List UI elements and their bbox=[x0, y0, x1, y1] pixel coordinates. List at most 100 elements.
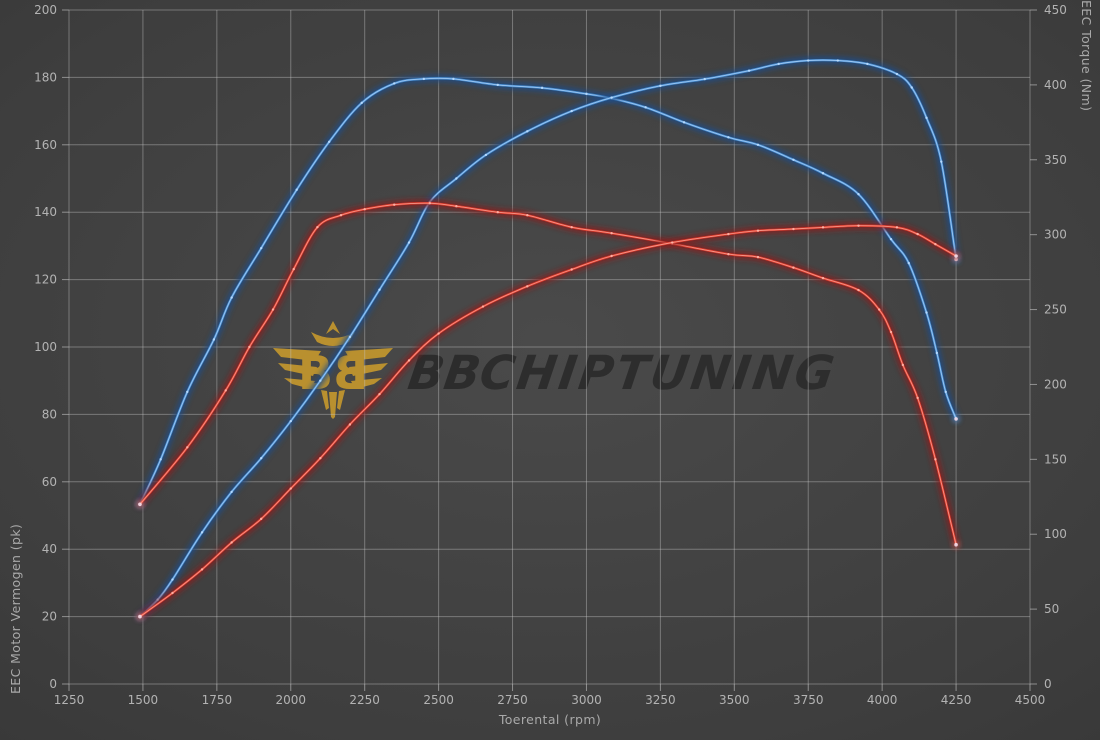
series-red-torque-point bbox=[455, 205, 458, 208]
series-blue-torque-line bbox=[138, 77, 958, 506]
series-blue-torque-point bbox=[756, 143, 760, 146]
series-red-power-point bbox=[260, 517, 263, 521]
y-left-tick-label: 200 bbox=[34, 3, 57, 17]
series-blue-power-point bbox=[484, 153, 488, 157]
series-blue-power-point bbox=[836, 59, 839, 62]
series-blue-power-point bbox=[378, 288, 381, 291]
series-red-torque-point bbox=[526, 213, 529, 217]
series-red-torque-point bbox=[363, 208, 366, 211]
series-blue-torque-point bbox=[585, 92, 588, 96]
series-red-torque-point bbox=[496, 211, 499, 214]
series-red-power-point bbox=[792, 227, 795, 231]
series-blue-power-point bbox=[171, 578, 174, 581]
series-red-power-point bbox=[348, 423, 352, 426]
y-left-tick-label: 120 bbox=[34, 273, 57, 287]
series-red-torque-point bbox=[248, 345, 251, 349]
series-blue-power-point bbox=[570, 109, 573, 113]
series-red-power-point bbox=[934, 243, 937, 246]
series-blue-torque-point bbox=[393, 82, 396, 85]
series-blue-torque-endpoint bbox=[954, 417, 958, 421]
series-blue-torque-point bbox=[496, 83, 499, 87]
x-tick-label: 2500 bbox=[423, 693, 454, 707]
series-blue-power-point bbox=[230, 490, 233, 494]
y-right-tick-label: 0 bbox=[1044, 677, 1052, 691]
series-blue-torque-point bbox=[422, 77, 426, 81]
y-left-tick-label: 40 bbox=[42, 542, 57, 556]
series-red-torque-point bbox=[934, 458, 937, 461]
series-blue-torque-point bbox=[727, 136, 730, 139]
series-red-power-point bbox=[570, 268, 573, 271]
series-blue-torque-point bbox=[212, 338, 216, 341]
series-blue-torque-point bbox=[260, 246, 263, 250]
series-blue-power-point bbox=[940, 160, 943, 163]
series-red-power-point bbox=[230, 541, 233, 544]
series-blue-power-point bbox=[289, 419, 292, 423]
series-red-torque-point bbox=[877, 308, 881, 311]
series-red-power-endpoint bbox=[138, 614, 142, 619]
series-red-torque-point bbox=[727, 252, 730, 256]
series-red-torque-point bbox=[889, 330, 893, 334]
series-red-power-point bbox=[610, 254, 613, 258]
series-red-power-point bbox=[526, 285, 529, 288]
series-blue-torque-point bbox=[925, 311, 928, 314]
series-red-torque-point bbox=[186, 446, 189, 449]
series-blue-torque-point bbox=[889, 237, 893, 241]
series-red-torque-point bbox=[393, 203, 396, 206]
series-blue-torque-halo bbox=[136, 74, 960, 509]
y-left-tick-label: 20 bbox=[42, 610, 57, 624]
series-blue-torque-point bbox=[907, 261, 910, 265]
x-tick-label: 3750 bbox=[793, 693, 824, 707]
series-blue-power-point bbox=[348, 335, 352, 339]
x-axis-title: Toerental (rpm) bbox=[498, 712, 602, 727]
series-blue-power-point bbox=[777, 62, 780, 66]
series-blue-power-point bbox=[526, 130, 529, 133]
series-red-power-point bbox=[200, 568, 204, 571]
series-blue-power-point bbox=[407, 241, 411, 244]
series-red-torque-point bbox=[271, 308, 275, 311]
series-red-power-point bbox=[407, 359, 411, 362]
series-red-torque-point bbox=[428, 202, 431, 205]
series-blue-torque-point bbox=[682, 121, 686, 124]
series-red-power-point bbox=[437, 332, 440, 335]
series-blue-torque-point bbox=[328, 140, 331, 144]
series-red-power-endpoint bbox=[954, 254, 958, 258]
series-blue-power-point bbox=[319, 379, 322, 382]
series-blue-power-point bbox=[200, 531, 204, 534]
series-red-torque-point bbox=[901, 363, 905, 367]
series-blue-power-point bbox=[895, 72, 899, 76]
y-right-tick-label: 450 bbox=[1044, 3, 1067, 17]
series-blue-torque-point bbox=[821, 172, 825, 175]
series-red-power-point bbox=[756, 229, 760, 232]
series-blue-torque-point bbox=[452, 77, 455, 81]
series-red-torque-point bbox=[292, 267, 295, 271]
x-tick-label: 4500 bbox=[1015, 693, 1046, 707]
x-tick-label: 2750 bbox=[497, 693, 528, 707]
x-tick-label: 3000 bbox=[571, 693, 602, 707]
series-red-torque-endpoint bbox=[954, 542, 958, 547]
series-blue-power-point bbox=[910, 86, 913, 89]
series-blue-torque-point bbox=[792, 158, 795, 161]
series-red-power-point bbox=[481, 305, 485, 308]
x-tick-label: 4250 bbox=[941, 693, 972, 707]
series-red-power-point bbox=[821, 226, 825, 229]
series-red-torque-point bbox=[821, 276, 825, 280]
series-blue-power-point bbox=[703, 77, 706, 81]
y-axis-title-left: EEC Motor Vermogen (pk) bbox=[8, 523, 23, 694]
series-red-torque-point bbox=[224, 389, 227, 392]
series-red-power-point bbox=[916, 232, 919, 236]
y-left-tick-label: 180 bbox=[34, 70, 57, 84]
series-blue-power-point bbox=[260, 457, 263, 460]
series-blue-torque-core bbox=[139, 77, 957, 505]
series-blue-power-point bbox=[925, 116, 928, 120]
series-blue-torque-point bbox=[159, 458, 162, 461]
series-red-power-point bbox=[895, 226, 899, 229]
y-axis-title-right: EEC Torque (Nm) bbox=[1079, 0, 1094, 112]
series-blue-power-point bbox=[807, 59, 810, 62]
series-blue-torque-point bbox=[857, 193, 860, 196]
series-red-torque-point bbox=[570, 225, 573, 229]
series-blue-power-halo bbox=[136, 56, 960, 621]
series-blue-torque-point bbox=[230, 296, 233, 299]
series-red-torque-core bbox=[139, 202, 957, 546]
